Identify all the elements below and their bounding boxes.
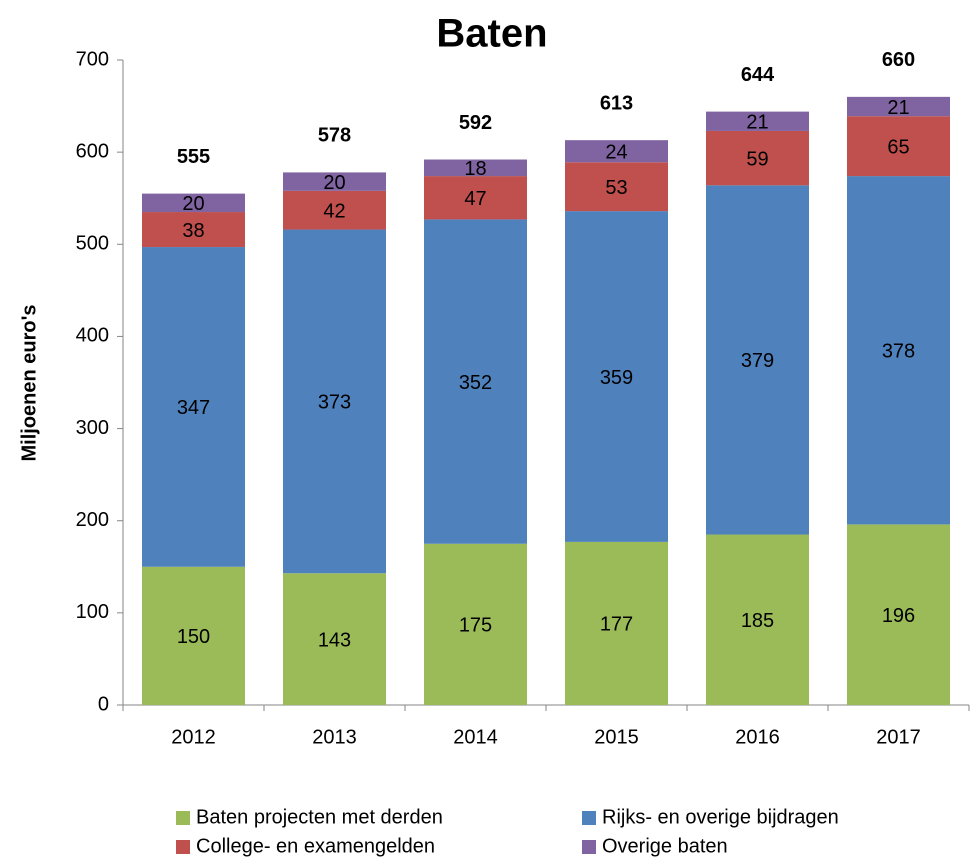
total-label: 555	[177, 146, 210, 168]
data-label: 38	[182, 220, 204, 242]
legend-label: College- en examengelden	[196, 835, 435, 857]
bar-segment	[424, 159, 527, 177]
data-label: 47	[464, 188, 486, 210]
bar-segment	[706, 534, 809, 705]
bar-segment	[142, 212, 245, 248]
y-tick-label: 100	[76, 601, 109, 623]
y-tick-label: 700	[76, 48, 109, 70]
x-tick-label: 2017	[876, 726, 921, 748]
data-label: 65	[887, 136, 909, 158]
legend-swatch	[176, 840, 190, 854]
data-label: 177	[600, 614, 633, 636]
y-axis-label: Miljoenen euro's	[18, 304, 40, 461]
bar-segment	[565, 211, 668, 542]
data-label: 18	[464, 158, 486, 180]
x-tick-label: 2014	[453, 726, 498, 748]
bar-segment	[706, 130, 809, 186]
data-label: 379	[741, 350, 774, 372]
legend-swatch	[176, 811, 190, 825]
data-label: 20	[182, 193, 204, 215]
legend-label: Baten projecten met derden	[196, 806, 443, 828]
legend-label: Overige baten	[602, 835, 728, 857]
bar-segment	[283, 190, 386, 230]
total-label: 660	[882, 49, 915, 71]
chart-title: Baten	[436, 12, 547, 56]
total-label: 613	[600, 92, 633, 114]
y-tick-label: 500	[76, 233, 109, 255]
y-tick-label: 200	[76, 509, 109, 531]
bar-segment	[565, 162, 668, 212]
bar-segment	[706, 185, 809, 535]
data-label: 185	[741, 610, 774, 632]
data-label: 59	[746, 148, 768, 170]
bar-segment	[847, 524, 950, 705]
y-tick-label: 400	[76, 325, 109, 347]
data-label: 20	[323, 172, 345, 194]
total-label: 644	[741, 64, 775, 86]
x-tick-label: 2016	[735, 726, 780, 748]
data-label: 378	[882, 341, 915, 363]
y-tick-label: 0	[98, 693, 109, 715]
data-label: 24	[605, 142, 627, 164]
legend-swatch	[582, 840, 596, 854]
bar-segment	[283, 229, 386, 574]
y-tick-label: 300	[76, 417, 109, 439]
data-label: 347	[177, 397, 210, 419]
data-label: 21	[887, 97, 909, 119]
data-label: 21	[746, 112, 768, 134]
bar-segment	[706, 111, 809, 131]
bar-segment	[847, 176, 950, 525]
data-label: 373	[318, 392, 351, 414]
legend-label: Rijks- en overige bijdragen	[602, 806, 839, 828]
bar-segment	[847, 116, 950, 177]
total-label: 592	[459, 112, 492, 134]
bar-segment	[424, 543, 527, 705]
data-label: 196	[882, 605, 915, 627]
bar-segment	[565, 140, 668, 163]
data-label: 175	[459, 615, 492, 637]
data-label: 42	[323, 200, 345, 222]
x-tick-label: 2012	[171, 726, 216, 748]
x-tick-label: 2015	[594, 726, 639, 748]
x-tick-label: 2013	[312, 726, 357, 748]
data-label: 143	[318, 629, 351, 651]
total-label: 578	[318, 125, 351, 147]
bar-segment	[142, 193, 245, 213]
data-label: 150	[177, 626, 210, 648]
y-tick-label: 600	[76, 140, 109, 162]
data-label: 53	[605, 177, 627, 199]
data-label: 359	[600, 367, 633, 389]
bar-segment	[565, 541, 668, 705]
legend-swatch	[582, 811, 596, 825]
bar-segment	[283, 573, 386, 705]
bar-segment	[424, 176, 527, 220]
bar-segment	[283, 172, 386, 191]
bar-segment	[424, 219, 527, 544]
bar-segment	[142, 566, 245, 705]
data-label: 352	[459, 372, 492, 394]
bar-segment	[847, 96, 950, 117]
bar-segment	[142, 247, 245, 567]
